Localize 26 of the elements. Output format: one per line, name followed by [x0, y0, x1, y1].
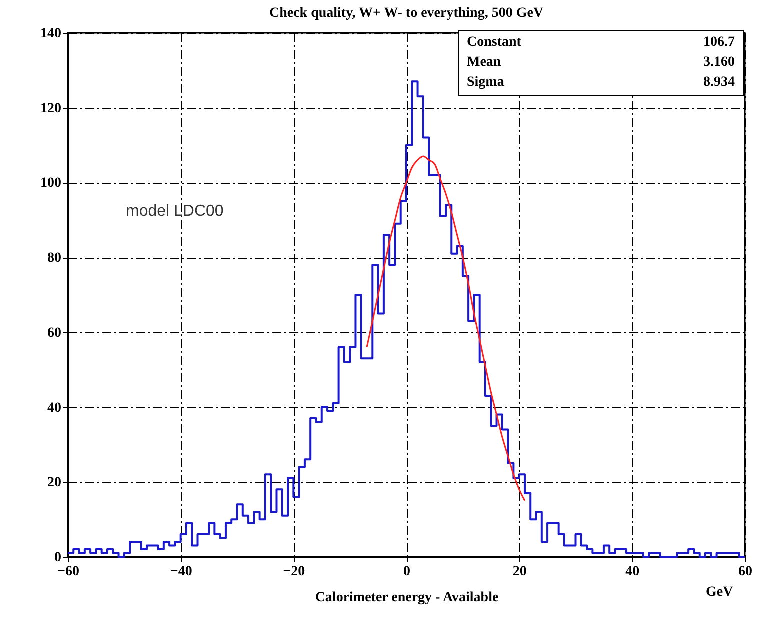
x-tick-label: 20	[512, 564, 527, 580]
annotation: Constant	[467, 34, 522, 52]
y-tick-label: 20	[48, 476, 62, 491]
text: GeV	[706, 585, 734, 601]
y-tick-label: 60	[48, 326, 62, 341]
y-tick-label: 0	[54, 550, 62, 566]
annotation: 8.934	[704, 74, 735, 92]
annotation: 3.160	[704, 54, 735, 72]
y-tick-label: 120	[40, 101, 62, 116]
annotation: model LDC00	[126, 203, 224, 221]
annotation: 106.7	[704, 34, 735, 52]
y-tick-label: 40	[48, 400, 62, 416]
annotation: Mean	[467, 54, 502, 72]
x-tick-label: 40	[626, 564, 640, 580]
chart-title: Check quality, W+ W- to everything, 500 GeV	[269, 6, 544, 21]
x-tick-label: 0	[404, 564, 410, 580]
x-axis-title: Calorimeter energy - Available	[315, 590, 499, 606]
line-series	[366, 156, 526, 502]
y-tick-label: 80	[48, 251, 62, 266]
annotation: Sigma	[467, 74, 504, 92]
x-tick-label: −40	[170, 564, 192, 580]
x-tick-label: −60	[58, 564, 80, 580]
x-tick-label: −20	[283, 564, 306, 580]
y-tick-label: 140	[40, 26, 62, 42]
x-tick-label: 60	[738, 564, 752, 580]
y-tick-label: 100	[40, 176, 62, 192]
